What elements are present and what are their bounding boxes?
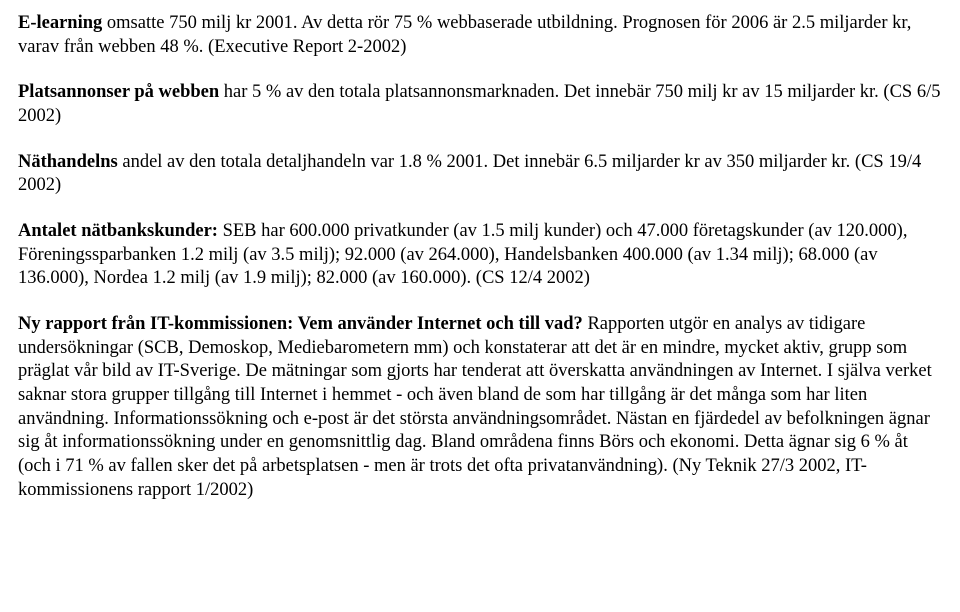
text-run: omsatte 750 milj kr 2001. Av detta rör 7… bbox=[18, 13, 911, 57]
paragraph: Antalet nätbankskunder: SEB har 600.000 … bbox=[18, 220, 942, 291]
paragraph: Näthandelns andel av den totala detaljha… bbox=[18, 151, 942, 198]
bold-run: Ny rapport från IT-kommissionen: Vem anv… bbox=[18, 314, 587, 334]
bold-run: Antalet nätbankskunder: bbox=[18, 221, 223, 241]
bold-run: Platsannonser på webben bbox=[18, 82, 224, 102]
bold-run: Näthandelns bbox=[18, 152, 122, 172]
paragraph: E-learning omsatte 750 milj kr 2001. Av … bbox=[18, 12, 942, 59]
bold-run: E-learning bbox=[18, 13, 107, 33]
paragraph: Ny rapport från IT-kommissionen: Vem anv… bbox=[18, 313, 942, 502]
document-body: E-learning omsatte 750 milj kr 2001. Av … bbox=[18, 12, 942, 502]
text-run: Rapporten utgör en analys av tidigare un… bbox=[18, 314, 932, 500]
text-run: andel av den totala detaljhandeln var 1.… bbox=[18, 152, 921, 196]
paragraph: Platsannonser på webben har 5 % av den t… bbox=[18, 81, 942, 128]
